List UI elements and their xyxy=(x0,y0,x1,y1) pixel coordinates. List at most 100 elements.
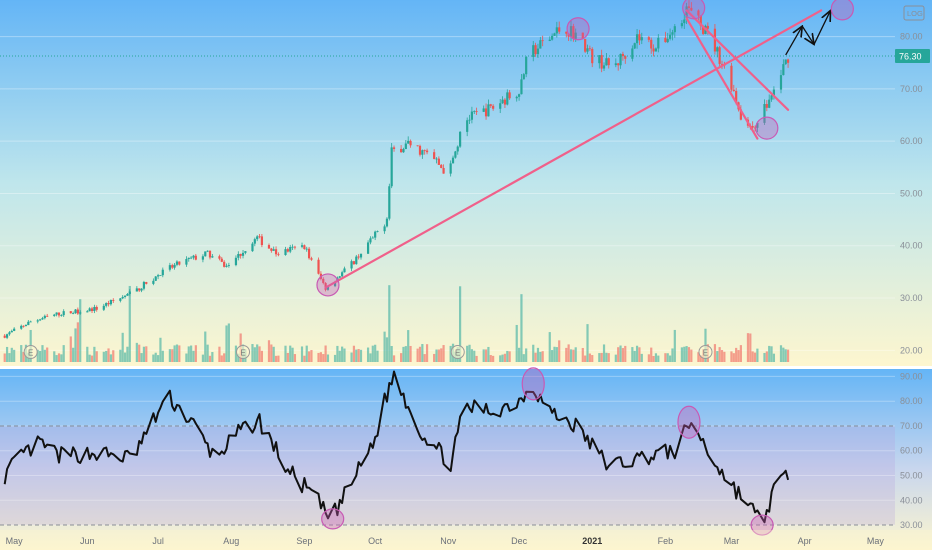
volume-bar xyxy=(57,353,61,362)
projection-arrow[interactable] xyxy=(801,25,814,44)
price-highlight-circle[interactable] xyxy=(316,273,340,297)
volume-bar xyxy=(503,353,507,362)
candle-body xyxy=(565,31,568,34)
price-highlight-circles xyxy=(316,0,854,297)
volume-bar xyxy=(551,350,554,362)
candle-body xyxy=(548,39,551,42)
volume-bar xyxy=(716,351,719,362)
trendline-rising-support[interactable] xyxy=(324,9,823,289)
candle-body xyxy=(555,27,558,34)
candle-body xyxy=(251,243,254,252)
earnings-marker[interactable] xyxy=(698,345,713,359)
candle-body xyxy=(716,47,719,52)
volume-bar xyxy=(307,351,311,362)
earnings-marker[interactable] xyxy=(23,345,38,359)
candle-body xyxy=(123,295,127,297)
candle-body xyxy=(383,226,386,232)
candle-body xyxy=(624,56,627,59)
candle-body xyxy=(619,53,622,66)
earnings-marker[interactable] xyxy=(236,345,251,359)
candle-body xyxy=(93,306,96,312)
volume-bar xyxy=(673,329,676,362)
volume-bar xyxy=(341,346,344,362)
log-scale-badge-frame[interactable] xyxy=(903,5,925,21)
price-highlight-circle[interactable] xyxy=(830,0,854,21)
candle-body xyxy=(156,275,160,277)
candle-body xyxy=(272,249,275,251)
trendline-wedge-lower[interactable] xyxy=(685,17,759,140)
volume-bar xyxy=(425,344,429,362)
oscillator-highlight-circle[interactable] xyxy=(321,508,345,530)
trendlines xyxy=(324,9,831,289)
volume-bar xyxy=(90,355,94,362)
log-scale-badge[interactable]: LOG xyxy=(903,5,925,21)
candle-body xyxy=(119,298,122,301)
price-tick-label: 20.00 xyxy=(900,345,923,355)
candle-body xyxy=(112,299,115,301)
volume-bar xyxy=(730,351,733,362)
oscillator-highlight-circle[interactable] xyxy=(521,367,545,401)
candle-body xyxy=(256,236,259,240)
volume-bar xyxy=(319,352,322,362)
candle-body xyxy=(277,254,280,256)
oscillator-highlight-circle[interactable] xyxy=(750,514,774,536)
candle-body xyxy=(5,334,9,338)
volume-bar xyxy=(584,355,587,362)
volume-bar xyxy=(574,347,577,362)
volume-bar xyxy=(720,350,724,362)
volume-bar xyxy=(586,324,589,362)
oscillator-tick-label: 90.00 xyxy=(900,371,923,381)
volume-bar xyxy=(685,346,688,362)
volume-bar xyxy=(355,349,358,362)
volume-bar xyxy=(72,347,75,362)
candle-body xyxy=(317,259,320,274)
candle-body xyxy=(404,143,407,150)
candle-body xyxy=(442,167,445,174)
candle-body xyxy=(499,103,502,109)
oscillator-highlight-circle[interactable] xyxy=(677,405,701,439)
candle-body xyxy=(69,311,72,314)
candle-body xyxy=(218,256,221,259)
volume-bar xyxy=(36,349,39,362)
projection-arrow[interactable] xyxy=(785,26,803,56)
price-pane: E E E E 20.00 30.00 40.00 50.00 60.00 70.00 80.00… xyxy=(0,0,932,366)
candle-body xyxy=(539,40,542,49)
volume-bar xyxy=(680,347,683,362)
earnings-marker[interactable] xyxy=(450,345,465,359)
candle-body xyxy=(687,6,691,8)
candle-body xyxy=(664,37,667,43)
candle-body xyxy=(416,145,419,147)
volume-bar xyxy=(671,348,674,362)
volume-bar xyxy=(369,353,372,362)
candle-body xyxy=(536,48,540,55)
volume-bar xyxy=(3,353,6,362)
volume-bar xyxy=(522,354,525,362)
volume-bar xyxy=(433,353,436,362)
volume-bar xyxy=(272,346,275,362)
trendline-wedge-upper[interactable] xyxy=(685,9,790,111)
price-highlight-circle[interactable] xyxy=(755,116,779,140)
price-highlight-circle[interactable] xyxy=(566,17,590,41)
volume-bar xyxy=(374,344,377,362)
volume-bar xyxy=(218,346,221,362)
candle-body xyxy=(237,254,240,258)
candle-body xyxy=(768,99,771,108)
candle-body xyxy=(588,48,591,50)
price-highlight-circle[interactable] xyxy=(682,0,706,20)
volume-bar xyxy=(175,344,179,362)
volume-bar xyxy=(749,333,752,362)
volume-bar xyxy=(392,355,396,362)
projection-arrow[interactable] xyxy=(813,10,831,45)
candle-body xyxy=(369,238,372,243)
volume-bar xyxy=(737,350,740,362)
candle-body xyxy=(43,315,46,319)
volume-bar xyxy=(107,348,110,362)
candle-body xyxy=(62,311,65,316)
volume-bar xyxy=(105,350,108,362)
volume-bar xyxy=(423,354,426,362)
price-pane-background xyxy=(0,0,932,366)
volume-bar xyxy=(225,325,228,362)
log-scale-badge-text[interactable]: LOG xyxy=(907,9,923,18)
time-tick-label: May xyxy=(6,536,24,546)
candle-body xyxy=(390,147,393,187)
